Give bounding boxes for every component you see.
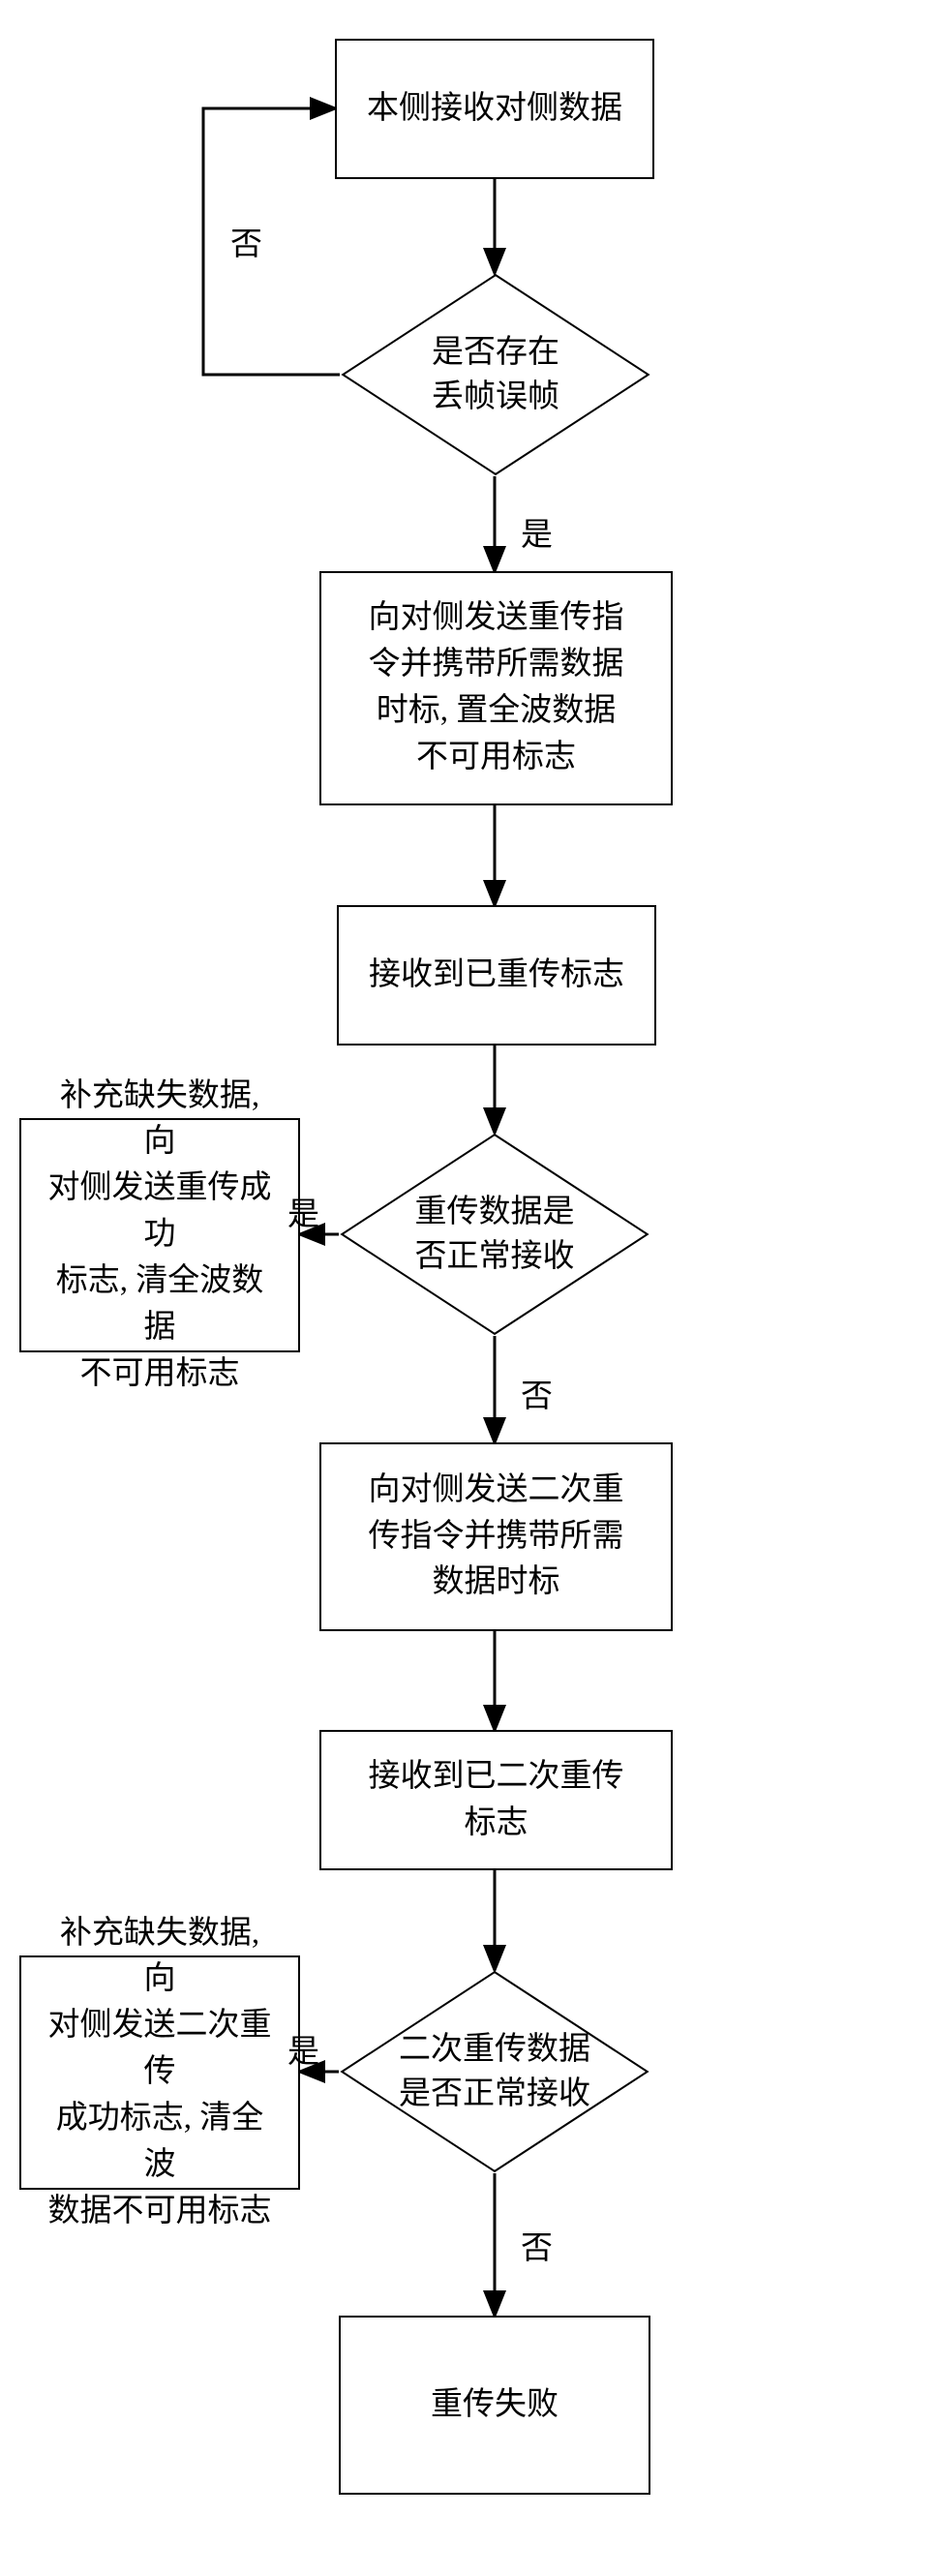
node-text: 重传数据是 否正常接收 xyxy=(339,1133,650,1336)
node-text: 是否存在 丢帧误帧 xyxy=(340,273,651,476)
node-second-retransmit-success: 补充缺失数据, 向 对侧发送二次重传 成功标志, 清全波 数据不可用标志 xyxy=(19,1955,300,2190)
decision-retransmit-ok: 重传数据是 否正常接收 xyxy=(339,1133,650,1336)
edge-label-yes: 是 xyxy=(287,1188,319,1234)
node-text: 补充缺失数据, 向 对侧发送二次重传 成功标志, 清全波 数据不可用标志 xyxy=(21,1901,298,2245)
node-recv-retransmit-flag: 接收到已重传标志 xyxy=(337,905,656,1046)
edge-label-yes: 是 xyxy=(287,2025,319,2072)
node-send-second-retransmit-cmd: 向对侧发送二次重 传指令并携带所需 数据时标 xyxy=(319,1442,673,1631)
edge-label-no: 否 xyxy=(230,218,262,264)
node-text: 二次重传数据 是否正常接收 xyxy=(339,1970,650,2173)
edge-label-no: 否 xyxy=(521,2222,553,2268)
node-text: 重传失败 xyxy=(411,2373,578,2439)
node-retransmit-success: 补充缺失数据, 向 对侧发送重传成功 标志, 清全波数据 不可用标志 xyxy=(19,1118,300,1352)
node-retransmit-fail: 重传失败 xyxy=(339,2316,650,2495)
edge-label-no: 否 xyxy=(521,1370,553,1416)
node-text: 接收到已重传标志 xyxy=(349,943,644,1009)
node-recv-second-retransmit-flag: 接收到已二次重传 标志 xyxy=(319,1730,673,1870)
node-text: 接收到已二次重传 标志 xyxy=(349,1744,644,1857)
decision-second-retransmit-ok: 二次重传数据 是否正常接收 xyxy=(339,1970,650,2173)
node-send-retransmit-cmd: 向对侧发送重传指 令并携带所需数据 时标, 置全波数据 不可用标志 xyxy=(319,571,673,805)
node-text: 向对侧发送重传指 令并携带所需数据 时标, 置全波数据 不可用标志 xyxy=(349,586,644,790)
node-text: 本侧接收对侧数据 xyxy=(347,76,642,142)
decision-frame-loss: 是否存在 丢帧误帧 xyxy=(340,273,651,476)
edge-label-yes: 是 xyxy=(521,508,553,555)
node-receive-data: 本侧接收对侧数据 xyxy=(335,39,654,179)
node-text: 向对侧发送二次重 传指令并携带所需 数据时标 xyxy=(349,1458,644,1617)
node-text: 补充缺失数据, 向 对侧发送重传成功 标志, 清全波数据 不可用标志 xyxy=(21,1064,298,1408)
